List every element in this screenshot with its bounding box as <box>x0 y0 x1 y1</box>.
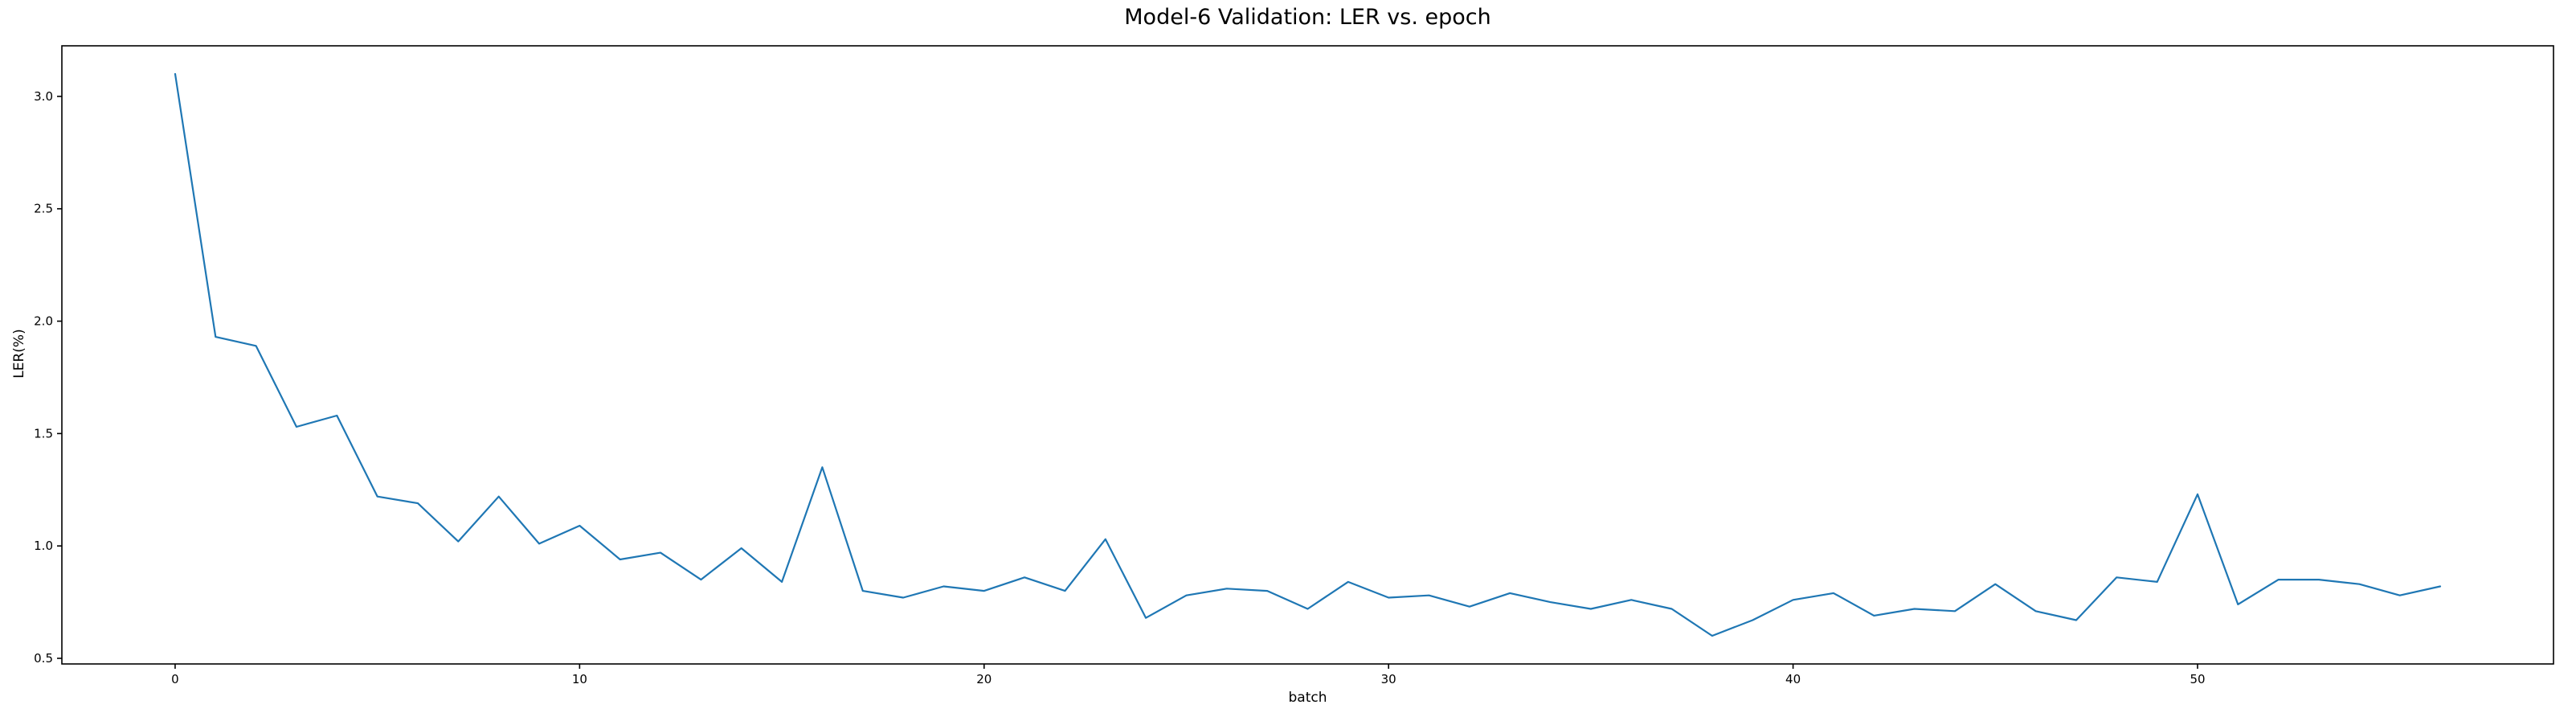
x-tick-label: 40 <box>1785 672 1801 686</box>
chart-title: Model-6 Validation: LER vs. epoch <box>1124 5 1491 30</box>
x-axis-label: batch <box>1288 690 1327 706</box>
y-tick-label: 0.5 <box>34 651 53 666</box>
y-tick-label: 1.0 <box>34 539 53 553</box>
y-tick-label: 1.5 <box>34 426 53 440</box>
x-tick-label: 10 <box>572 672 587 686</box>
x-tick-label: 30 <box>1381 672 1396 686</box>
ler-series-line <box>174 72 2442 637</box>
y-tick-label: 2.5 <box>34 202 53 216</box>
x-tick-label: 20 <box>976 672 992 686</box>
x-tick-label: 0 <box>171 672 179 686</box>
plot-border <box>61 45 2554 665</box>
y-tick-label: 2.0 <box>34 314 53 329</box>
y-axis-label: LER(%) <box>11 329 27 379</box>
y-tick-label: 3.0 <box>34 89 53 104</box>
x-tick-label: 50 <box>2190 672 2205 686</box>
